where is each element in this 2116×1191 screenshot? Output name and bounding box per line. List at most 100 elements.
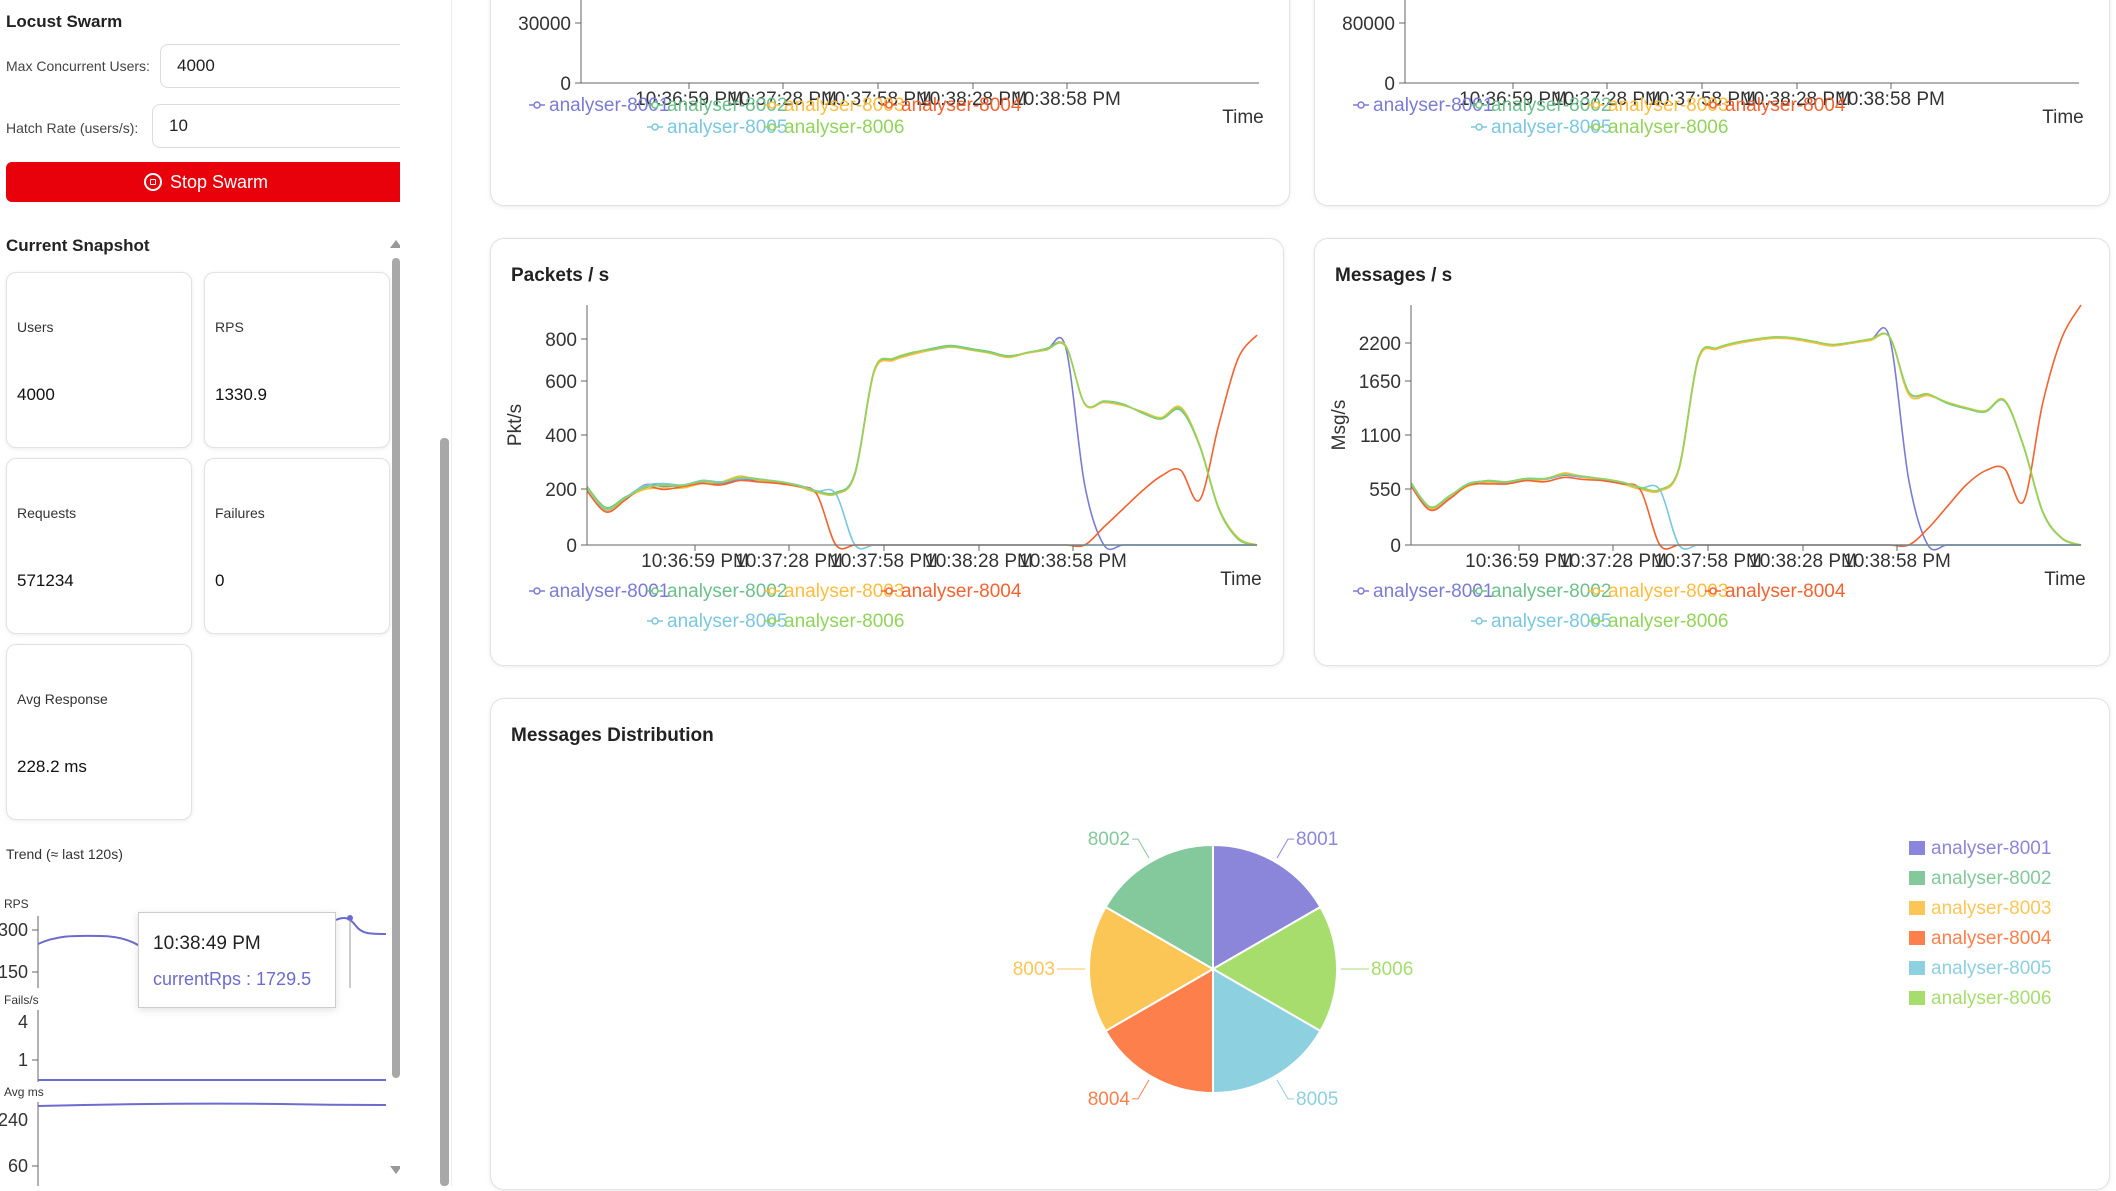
legend-label: analyser-8005 <box>667 611 787 632</box>
pie-slice-8003[interactable] <box>1087 905 1216 1033</box>
legend-label: analyser-8002 <box>667 95 787 116</box>
series-line-analyser-8003 <box>586 341 1258 546</box>
rps-card-label: RPS <box>215 319 244 335</box>
legend-item-analyser-8005[interactable]: analyser-8005 <box>647 611 787 632</box>
legend-item-analyser-8004[interactable]: analyser-8004 <box>1705 581 1846 602</box>
pie-legend-item-analyser-8004[interactable]: analyser-8004 <box>1909 928 2052 949</box>
x-tick-label: 10:36:59 PM <box>641 551 749 572</box>
legend-item-analyser-8006[interactable]: analyser-8006 <box>1588 117 1728 138</box>
legend-item-analyser-8005[interactable]: analyser-8005 <box>647 117 787 138</box>
x-tick-label: 10:38:28 PM <box>1749 551 1857 572</box>
page-scrollbar-thumb[interactable] <box>440 438 449 1186</box>
y-tick-label: 200 <box>545 480 577 501</box>
legend-item-analyser-8005[interactable]: analyser-8005 <box>1471 117 1611 138</box>
legend-marker <box>768 101 776 109</box>
rps-tick-mid: 150 <box>0 962 28 982</box>
pie-slice-8005[interactable] <box>1212 967 1322 1095</box>
hatch-rate-input[interactable]: 10 <box>152 104 400 148</box>
pie-legend-item-analyser-8002[interactable]: analyser-8002 <box>1909 868 2051 889</box>
pie-legend-label: analyser-8003 <box>1931 898 2051 919</box>
legend-label: analyser-8003 <box>1608 581 1728 602</box>
legend-item-analyser-8005[interactable]: analyser-8005 <box>1471 611 1611 632</box>
rps-tick-top: 300 <box>0 920 28 940</box>
stop-swarm-button[interactable]: Stop Swarm <box>6 162 400 202</box>
max-users-input[interactable]: 4000 <box>160 44 400 88</box>
legend-item-analyser-8006[interactable]: analyser-8006 <box>1588 611 1728 632</box>
y-tick-label: 0 <box>566 536 577 557</box>
legend-item-analyser-8001[interactable]: analyser-8001 <box>529 581 669 602</box>
legend-label: analyser-8001 <box>1373 95 1493 116</box>
legend-marker <box>1592 123 1600 131</box>
legend-item-analyser-8003[interactable]: analyser-8003 <box>1588 95 1728 116</box>
pie-slice-8002[interactable] <box>1104 843 1214 971</box>
pie-slice-8001[interactable] <box>1212 843 1322 971</box>
legend-item-analyser-8003[interactable]: analyser-8003 <box>764 95 904 116</box>
avg-response-card-value: 228.2 ms <box>17 757 87 776</box>
scroll-down-icon[interactable] <box>390 1166 400 1174</box>
legend-marker <box>1475 617 1483 625</box>
tooltip-value: currentRps : 1729.5 <box>153 969 312 989</box>
legend-item-analyser-8003[interactable]: analyser-8003 <box>1588 581 1728 602</box>
series-line-analyser-8006 <box>1410 332 2082 546</box>
avg-response-card-label: Avg Response <box>17 691 108 707</box>
legend-item-analyser-8004[interactable]: analyser-8004 <box>881 581 1022 602</box>
y-axis-title: Msg/s <box>1329 400 1350 451</box>
legend-marker <box>651 123 659 131</box>
x-tick-label: 10:37:28 PM <box>735 551 843 572</box>
legend-marker <box>533 587 541 595</box>
legend-item-analyser-8001[interactable]: analyser-8001 <box>1353 581 1493 602</box>
x-axis-title: Time <box>1222 107 1264 128</box>
legend-marker <box>651 587 659 595</box>
y-tick-label: 30000 <box>518 14 571 35</box>
pie-slice-8004[interactable] <box>1104 967 1214 1095</box>
legend-item-analyser-8006[interactable]: analyser-8006 <box>764 611 904 632</box>
legend-item-analyser-8006[interactable]: analyser-8006 <box>764 117 904 138</box>
legend-marker <box>1592 101 1600 109</box>
y-tick-label: 0 <box>1384 74 1395 95</box>
legend-item-analyser-8001[interactable]: analyser-8001 <box>529 95 669 116</box>
legend-marker <box>1357 101 1365 109</box>
legend-item-analyser-8002[interactable]: analyser-8002 <box>1471 581 1611 602</box>
sidebar: Locust Swarm Max Concurrent Users: 4000 … <box>0 0 452 1186</box>
legend-item-analyser-8002[interactable]: analyser-8002 <box>647 95 787 116</box>
pie-legend-swatch <box>1909 901 1925 915</box>
legend-item-analyser-8004[interactable]: analyser-8004 <box>881 95 1022 116</box>
legend-label: analyser-8004 <box>1725 95 1846 116</box>
pie-legend-item-analyser-8006[interactable]: analyser-8006 <box>1909 988 2051 1009</box>
rps-trend-point <box>347 915 353 921</box>
x-axis-title: Time <box>2044 569 2086 590</box>
legend-label: analyser-8001 <box>549 95 669 116</box>
legend-marker <box>1709 101 1717 109</box>
pie-legend-item-analyser-8005[interactable]: analyser-8005 <box>1909 958 2051 979</box>
legend-item-analyser-8002[interactable]: analyser-8002 <box>1471 95 1611 116</box>
x-tick-label: 10:37:28 PM <box>729 89 837 110</box>
pie-slice-8006[interactable] <box>1210 905 1339 1033</box>
legend-item-analyser-8002[interactable]: analyser-8002 <box>647 581 787 602</box>
stop-circle-icon <box>143 173 162 191</box>
legend-item-analyser-8003[interactable]: analyser-8003 <box>764 581 904 602</box>
users-card-value: 4000 <box>17 385 55 404</box>
sidebar-scrollbar-thumb[interactable] <box>392 258 400 1078</box>
legend-label: analyser-8002 <box>667 581 787 602</box>
trend-mini-charts: RPS 300 150 Fails/s 4 1 Avg ms 240 60 <box>0 897 387 1186</box>
legend-item-analyser-8004[interactable]: analyser-8004 <box>1705 95 1846 116</box>
legend-marker <box>1592 587 1600 595</box>
legend-marker <box>651 617 659 625</box>
users-card: Users 4000 <box>6 272 192 448</box>
pie-legend-item-analyser-8001[interactable]: analyser-8001 <box>1909 838 2051 859</box>
series-line-analyser-8006 <box>586 342 1258 546</box>
scroll-up-icon[interactable] <box>390 240 400 248</box>
pie-legend-item-analyser-8003[interactable]: analyser-8003 <box>1909 898 2051 919</box>
requests-card-value: 571234 <box>17 571 74 590</box>
pie-label-line <box>1132 838 1150 859</box>
legend-marker <box>768 617 776 625</box>
pie-legend-swatch <box>1909 961 1925 975</box>
sidebar-scroll-area: Locust Swarm Max Concurrent Users: 4000 … <box>0 0 400 1186</box>
legend-label: analyser-8005 <box>667 117 787 138</box>
distribution-title: Messages Distribution <box>511 725 714 746</box>
series-line-analyser-8001 <box>1410 327 2081 551</box>
pie-label-line <box>1276 1079 1294 1100</box>
legend-item-analyser-8001[interactable]: analyser-8001 <box>1353 95 1493 116</box>
